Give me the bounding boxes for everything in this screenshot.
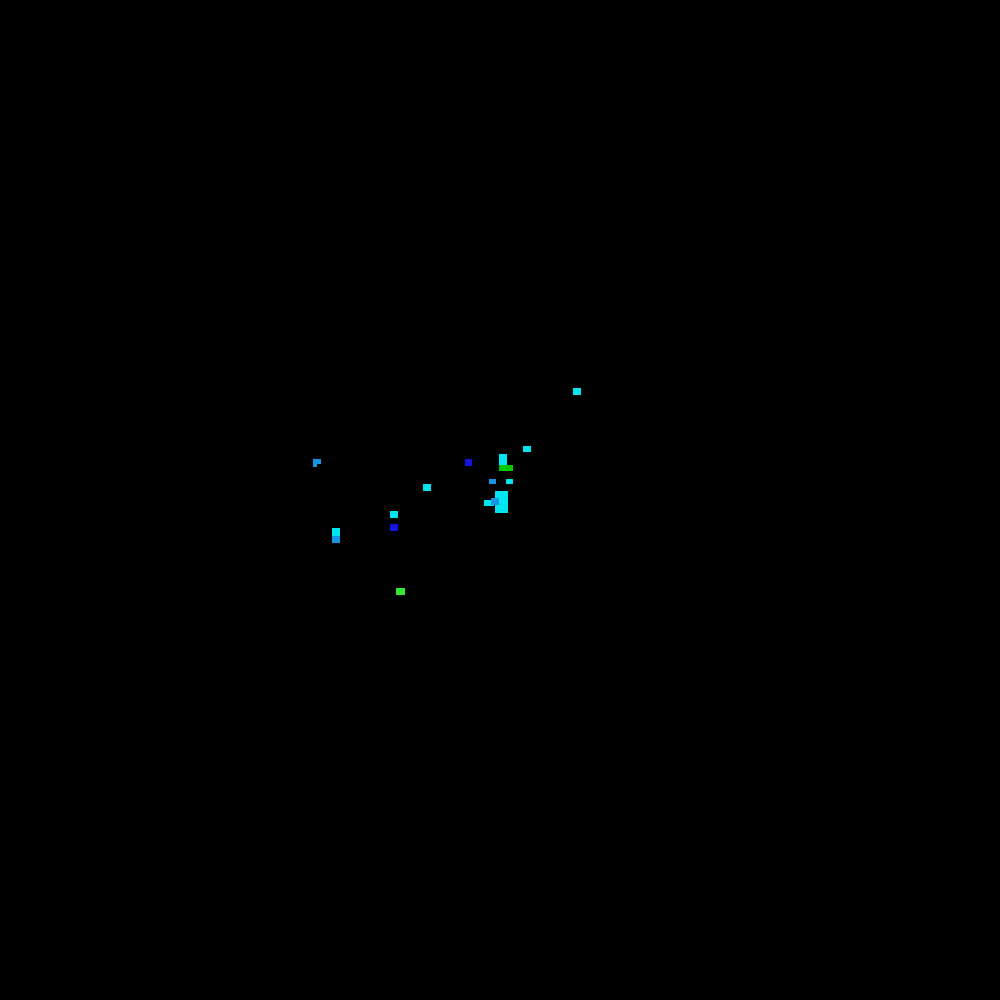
scatter-marker — [390, 524, 398, 531]
scatter-marker — [489, 479, 496, 484]
scatter-marker — [396, 588, 405, 595]
scatter-marker — [491, 498, 499, 505]
scatter-marker — [573, 388, 581, 395]
scatter-marker — [499, 465, 513, 471]
scatter-marker — [423, 484, 431, 491]
scatter-marker — [332, 536, 340, 543]
scatter-marker — [465, 459, 472, 466]
scatter-marker — [523, 446, 531, 452]
scatter-marker — [313, 464, 317, 467]
scatter-marker — [313, 459, 321, 464]
scatter-marker — [506, 479, 513, 484]
scatter-marker — [495, 491, 508, 513]
scatter-marker — [484, 500, 494, 506]
scatter-marker — [499, 454, 507, 468]
scatter-marker — [332, 528, 340, 536]
scatter-marker — [390, 511, 398, 518]
